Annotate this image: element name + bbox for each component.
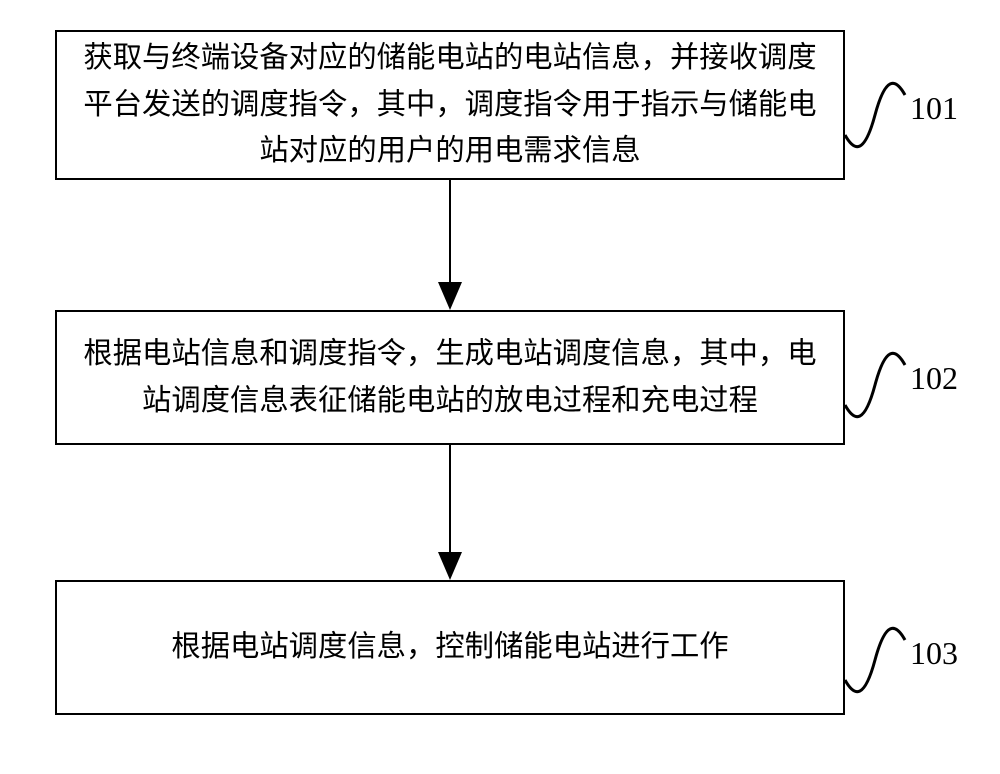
squiggle-n2 [845, 353, 905, 416]
squiggle-n3 [845, 628, 905, 691]
flow-node-label-n3: 103 [910, 635, 958, 672]
flow-node-text: 获取与终端设备对应的储能电站的电站信息，并接收调度 平台发送的调度指令，其中，调… [83, 35, 816, 176]
flow-node-label-n1: 101 [910, 90, 958, 127]
flow-node-text: 根据电站信息和调度指令，生成电站调度信息，其中，电 站调度信息表征储能电站的放电… [83, 331, 816, 425]
flow-node-n2: 根据电站信息和调度指令，生成电站调度信息，其中，电 站调度信息表征储能电站的放电… [55, 310, 845, 445]
flow-node-n3: 根据电站调度信息，控制储能电站进行工作 [55, 580, 845, 715]
flow-node-label-n2: 102 [910, 360, 958, 397]
flow-node-n1: 获取与终端设备对应的储能电站的电站信息，并接收调度 平台发送的调度指令，其中，调… [55, 30, 845, 180]
flow-node-text: 根据电站调度信息，控制储能电站进行工作 [171, 624, 728, 671]
squiggle-n1 [845, 83, 905, 146]
